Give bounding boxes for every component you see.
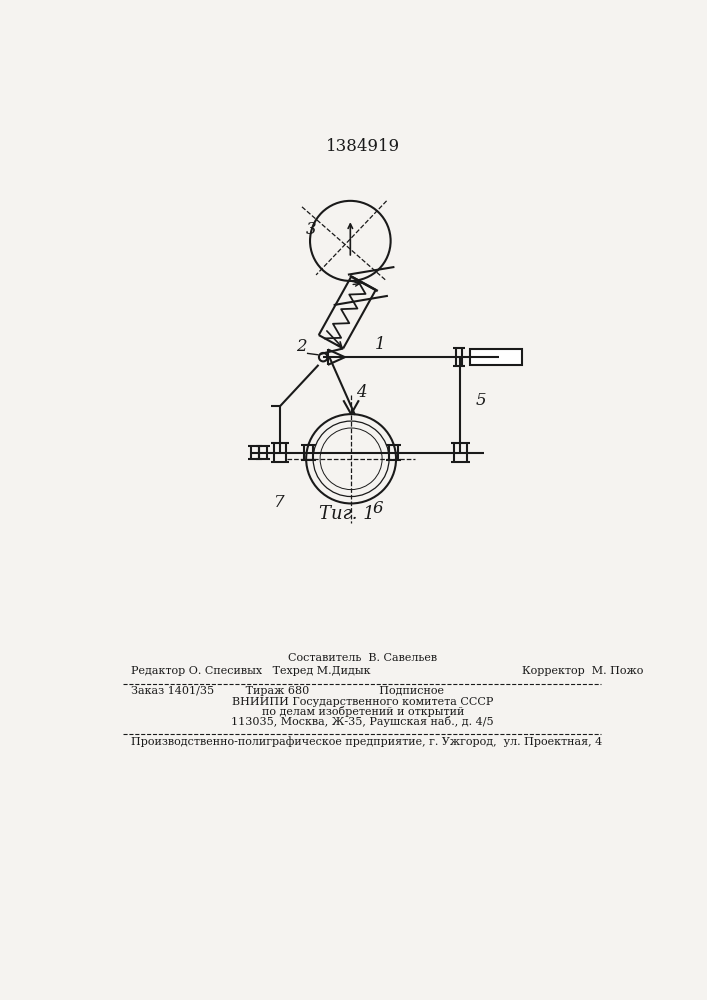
Text: ВНИИПИ Государственного комитета СССР: ВНИИПИ Государственного комитета СССР	[232, 697, 493, 707]
Text: 1: 1	[375, 336, 386, 353]
Text: Τиг. 1: Τиг. 1	[320, 505, 375, 523]
Text: Заказ 1401/35         Тираж 680                    Подписное: Заказ 1401/35 Тираж 680 Подписное	[131, 686, 444, 696]
Text: 6: 6	[373, 500, 383, 517]
Text: 7: 7	[274, 494, 284, 511]
Text: Корректор  М. Пожо: Корректор М. Пожо	[522, 666, 644, 676]
Text: Редактор О. Спесивых   Техред М.Дидык: Редактор О. Спесивых Техред М.Дидык	[131, 666, 370, 676]
Text: по делам изобретений и открытий: по делам изобретений и открытий	[262, 706, 464, 717]
Text: 3: 3	[305, 221, 316, 238]
Text: Производственно-полиграфическое предприятие, г. Ужгород,  ул. Проектная, 4: Производственно-полиграфическое предприя…	[131, 736, 602, 747]
Text: 113035, Москва, Ж-35, Раушская наб., д. 4/5: 113035, Москва, Ж-35, Раушская наб., д. …	[231, 716, 494, 727]
Text: 4: 4	[356, 384, 366, 401]
Bar	[469, 349, 522, 365]
Text: Составитель  В. Савельев: Составитель В. Савельев	[288, 653, 438, 663]
Text: 2: 2	[296, 338, 307, 355]
Text: 1384919: 1384919	[326, 138, 399, 155]
Text: 5: 5	[476, 392, 486, 409]
